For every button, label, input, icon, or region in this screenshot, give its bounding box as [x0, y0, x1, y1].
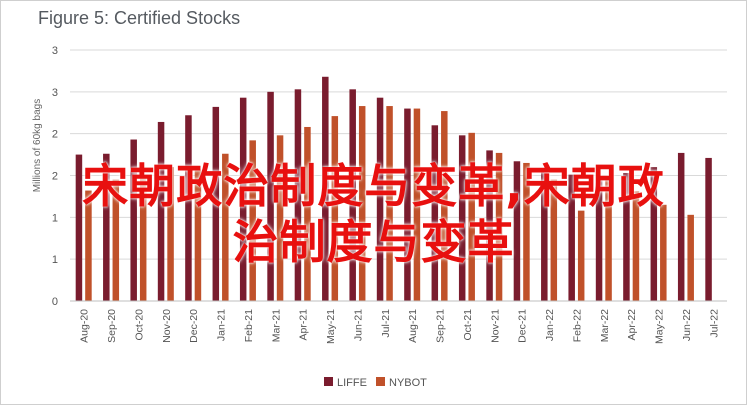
x-tick-label: Nov-20 — [161, 309, 173, 343]
x-tick-label: Jun-22 — [681, 309, 693, 341]
x-tick-label: Jan-22 — [544, 309, 556, 341]
bar-nybot — [413, 108, 421, 301]
overlay-text-line-2: 治制度与变革 — [232, 215, 515, 269]
bar-nybot — [605, 179, 612, 301]
bar-nybot — [441, 111, 448, 302]
bar-liffe — [677, 152, 685, 301]
x-tick-label: May-21 — [325, 309, 337, 344]
bar-nybot — [660, 204, 667, 301]
x-tick-label: Jul-22 — [708, 309, 720, 338]
y-axis-label: Millions of 60kg bags — [32, 99, 43, 192]
x-tick-label: Sep-20 — [106, 309, 118, 343]
y-tick-label: 0 — [52, 296, 58, 308]
bar-liffe — [239, 97, 247, 301]
x-tick-label: Jun-21 — [352, 309, 364, 341]
x-tick-label: Dec-21 — [517, 309, 529, 343]
legend-swatch-liffe — [324, 377, 333, 386]
bar-nybot — [112, 179, 120, 301]
bar-nybot — [577, 210, 585, 301]
bar-liffe — [486, 150, 493, 301]
chart-title: Figure 5: Certified Stocks — [38, 8, 241, 28]
bar-liffe — [404, 108, 411, 301]
x-tick-label: Dec-20 — [188, 309, 200, 343]
bar-liffe — [185, 115, 192, 301]
bar-liffe — [75, 154, 83, 301]
bar-liffe — [130, 139, 137, 301]
x-tick-label: Mar-22 — [599, 309, 611, 342]
x-tick-label: Oct-21 — [462, 309, 474, 341]
bar-liffe — [349, 89, 356, 301]
x-tick-label: Mar-21 — [270, 309, 282, 342]
x-tick-label: Oct-20 — [133, 309, 145, 341]
y-tick-label: 1 — [52, 254, 58, 266]
y-tick-label: 2 — [52, 171, 58, 183]
x-tick-label: Feb-21 — [243, 309, 255, 342]
x-tick-label: Feb-22 — [571, 309, 583, 342]
bar-liffe — [623, 172, 630, 301]
x-tick-label: May-22 — [654, 309, 666, 344]
bar-liffe — [157, 121, 165, 301]
bar-nybot — [550, 179, 558, 301]
x-tick-label: Apr-22 — [626, 309, 638, 341]
bar-nybot — [523, 162, 530, 301]
bar-liffe — [541, 168, 548, 301]
x-tick-label: Sep-21 — [435, 309, 447, 343]
bar-nybot — [495, 152, 503, 301]
bar-liffe — [568, 174, 575, 301]
x-tick-label: Aug-20 — [79, 309, 91, 343]
x-tick-label: Nov-21 — [489, 309, 501, 343]
y-tick-label: 1 — [52, 212, 58, 224]
legend-swatch-nybot — [376, 377, 385, 386]
bar-liffe — [705, 157, 712, 301]
bar-liffe — [212, 106, 220, 301]
x-tick-label: Jul-21 — [380, 309, 392, 338]
bar-nybot — [468, 132, 475, 301]
y-tick-label: 3 — [52, 87, 58, 99]
x-tick-label: Apr-21 — [298, 309, 310, 341]
bar-nybot — [85, 190, 92, 301]
y-tick-label: 3 — [52, 45, 58, 57]
bar-liffe — [513, 161, 521, 301]
bar-nybot — [276, 135, 284, 301]
bar-nybot — [304, 126, 311, 302]
bar-nybot — [249, 140, 256, 301]
legend-label-liffe: LIFFE — [337, 377, 367, 389]
bar-liffe — [595, 176, 603, 301]
bar-liffe — [267, 91, 274, 301]
bar-nybot — [167, 167, 174, 301]
bar-nybot — [358, 106, 366, 301]
bar-liffe — [376, 97, 384, 301]
bar-liffe — [322, 76, 329, 301]
bar-liffe — [458, 135, 466, 301]
bar-nybot — [139, 178, 147, 301]
legend-label-nybot: NYBOT — [389, 377, 427, 389]
bar-nybot — [632, 191, 640, 301]
y-tick-label: 2 — [52, 129, 58, 141]
bar-liffe — [294, 89, 302, 301]
bar-liffe — [650, 167, 658, 301]
bar-liffe — [431, 125, 439, 301]
bar-nybot — [331, 116, 339, 301]
x-tick-label: Jan-21 — [216, 309, 228, 341]
bar-nybot — [687, 214, 694, 301]
bar-nybot — [194, 169, 202, 301]
x-tick-label: Aug-21 — [407, 309, 419, 343]
bar-nybot — [386, 106, 393, 301]
bar-liffe — [103, 153, 110, 301]
overlay-text-line-1: 宋朝政治制度与变革,宋朝政 — [82, 159, 665, 213]
bar-nybot — [222, 153, 229, 301]
